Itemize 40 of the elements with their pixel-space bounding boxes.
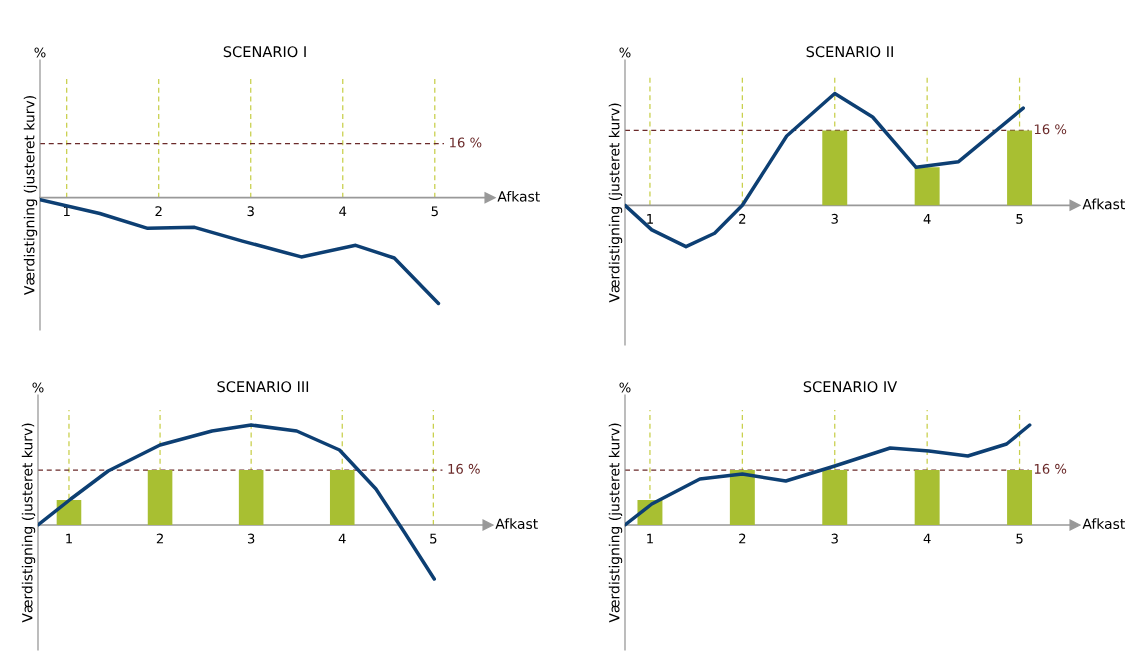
annotation: 16 %: [1034, 463, 1067, 474]
x-axis-title: Afkast: [1082, 198, 1125, 210]
x-axis-title: Afkast: [497, 190, 540, 202]
x-axis-title: Afkast: [495, 518, 538, 530]
y-axis-title: Værdistigning (justeret kurv): [23, 96, 38, 295]
chart-title: SCENARIO I: [223, 46, 306, 58]
text: 16 %: [450, 137, 482, 148]
text: %: [619, 382, 631, 393]
x-tick-label: 3: [247, 206, 254, 217]
x-tick-label: 3: [247, 533, 255, 544]
y-axis-title: Værdistigning (justeret kurv): [608, 103, 623, 303]
text: %: [32, 382, 44, 393]
chart-title: SCENARIO III: [217, 381, 309, 393]
x-tick-label: 3: [831, 533, 838, 544]
x-tick-label: 1: [63, 206, 70, 217]
x-tick-label: 2: [156, 533, 163, 544]
x-tick-label: 4: [339, 206, 347, 217]
y-axis-title: Værdistigning (justeret kurv): [21, 423, 36, 623]
x-tick-label: 4: [923, 533, 931, 544]
text: %: [619, 47, 631, 58]
chart-title: SCENARIO II: [806, 46, 893, 58]
annotation: 16 %: [448, 463, 480, 474]
x-tick-label: 1: [66, 533, 72, 544]
y-axis-title: Værdistigning (justeret kurv): [608, 423, 623, 623]
x-tick-label: 5: [1016, 214, 1023, 224]
chart-title: SCENARIO IV: [803, 381, 898, 393]
x-tick-label: 2: [739, 533, 746, 544]
x-tick-label: 2: [739, 213, 746, 224]
annotation: 16 %: [1034, 124, 1067, 135]
x-tick-label: 1: [647, 214, 653, 224]
x-tick-label: 2: [155, 206, 162, 217]
x-tick-label: 3: [831, 213, 838, 224]
x-tick-label: 1: [647, 533, 653, 544]
x-tick-label: 4: [923, 214, 931, 224]
x-axis-title: Afkast: [1082, 518, 1125, 530]
x-tick-label: 5: [430, 533, 437, 544]
x-tick-label: 5: [431, 206, 438, 217]
x-tick-label: 4: [338, 533, 346, 544]
text: %: [34, 47, 46, 58]
x-tick-label: 5: [1016, 533, 1023, 544]
